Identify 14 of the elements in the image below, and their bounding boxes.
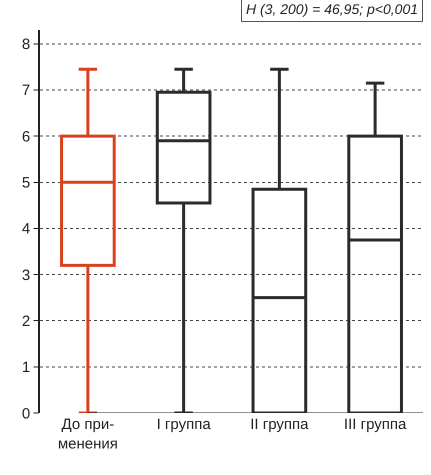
y-tick-label: 5 xyxy=(22,174,30,192)
y-tick-label: 4 xyxy=(22,220,30,238)
y-tick-label: 1 xyxy=(22,359,30,376)
x-tick-label: I группа xyxy=(156,416,212,433)
x-tick-label: II группа xyxy=(250,416,310,433)
y-tick-label: 3 xyxy=(22,266,30,284)
y-tick-label: 8 xyxy=(22,36,30,54)
y-tick-label: 2 xyxy=(22,312,30,330)
x-tick-label: До при- менения xyxy=(58,416,118,452)
y-tick-label: 0 xyxy=(22,405,30,422)
x-tick-label: III группа xyxy=(344,416,407,433)
y-tick-label: 7 xyxy=(22,82,30,100)
text: H (3, 200) = 46,95; p<0,001 xyxy=(246,1,418,17)
y-tick-label: 6 xyxy=(22,128,30,146)
